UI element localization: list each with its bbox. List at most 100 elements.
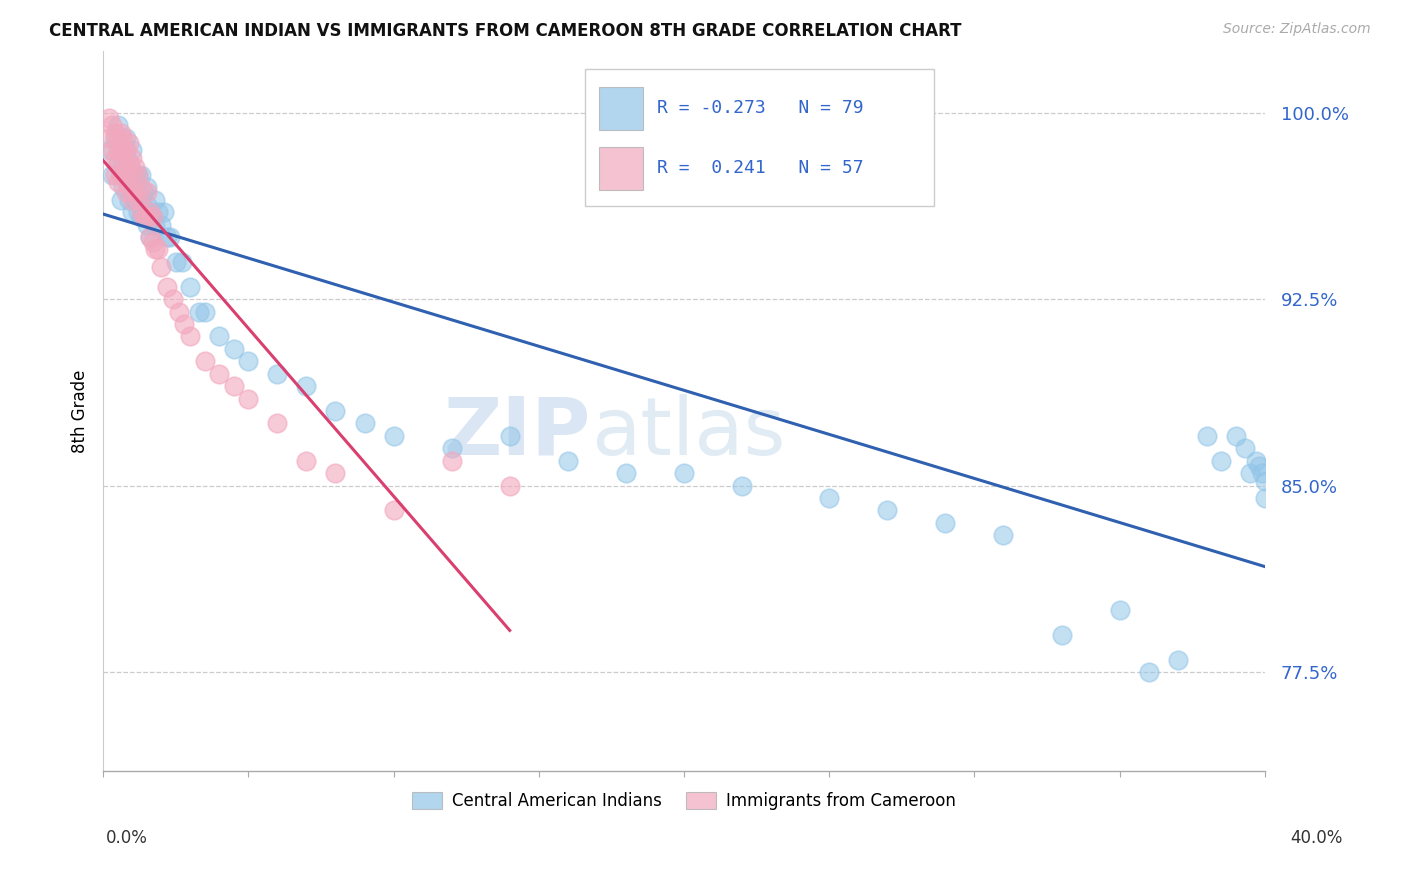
Point xyxy=(132,186,155,200)
Point xyxy=(129,168,152,182)
Point xyxy=(208,367,231,381)
Point xyxy=(1211,454,1233,468)
Point xyxy=(1225,429,1247,443)
Point xyxy=(266,367,288,381)
Y-axis label: 8th Grade: 8th Grade xyxy=(72,369,89,453)
Point xyxy=(115,143,138,157)
Point xyxy=(1254,474,1277,488)
Point xyxy=(440,442,463,456)
Point xyxy=(194,304,217,318)
Point xyxy=(934,516,956,530)
Point xyxy=(97,143,120,157)
Point xyxy=(107,175,129,189)
Point xyxy=(145,218,167,232)
Point xyxy=(101,168,124,182)
Point xyxy=(124,193,146,207)
Point xyxy=(156,279,179,293)
Point xyxy=(101,118,124,132)
Point xyxy=(127,186,149,200)
Point xyxy=(148,205,170,219)
Point xyxy=(208,329,231,343)
Point xyxy=(127,193,149,207)
Point xyxy=(179,279,201,293)
Point xyxy=(150,218,173,232)
FancyBboxPatch shape xyxy=(599,146,644,190)
Point xyxy=(115,161,138,175)
Point xyxy=(121,151,143,165)
Point xyxy=(110,193,132,207)
Point xyxy=(1254,491,1277,505)
Point xyxy=(127,168,149,182)
Point xyxy=(107,118,129,132)
Point xyxy=(124,168,146,182)
Text: ZIP: ZIP xyxy=(444,393,591,472)
Point xyxy=(135,210,157,224)
Point xyxy=(1244,454,1267,468)
Point xyxy=(145,193,167,207)
Point xyxy=(148,243,170,257)
Point xyxy=(156,230,179,244)
Point xyxy=(107,155,129,169)
Point xyxy=(135,186,157,200)
Point xyxy=(118,180,141,194)
Point xyxy=(138,205,160,219)
Point xyxy=(238,354,260,368)
Point xyxy=(97,111,120,125)
Point xyxy=(115,186,138,200)
Point xyxy=(731,478,754,492)
Point xyxy=(188,304,211,318)
Point xyxy=(222,342,245,356)
Point xyxy=(107,130,129,145)
FancyBboxPatch shape xyxy=(585,69,934,206)
Point xyxy=(115,130,138,145)
Point xyxy=(115,168,138,182)
Point xyxy=(325,404,347,418)
Point xyxy=(325,466,347,480)
Point xyxy=(112,180,135,194)
Text: 0.0%: 0.0% xyxy=(105,829,148,847)
Point xyxy=(121,193,143,207)
Point xyxy=(1167,652,1189,666)
Point xyxy=(124,186,146,200)
Point xyxy=(162,292,184,306)
Point xyxy=(112,130,135,145)
Point xyxy=(159,230,181,244)
Point xyxy=(818,491,841,505)
Point xyxy=(129,210,152,224)
Point xyxy=(135,180,157,194)
Point xyxy=(110,168,132,182)
Point xyxy=(440,454,463,468)
Point xyxy=(107,155,129,169)
Point xyxy=(129,205,152,219)
Point xyxy=(112,155,135,169)
Point xyxy=(104,130,127,145)
Point xyxy=(135,218,157,232)
Point xyxy=(238,392,260,406)
Point xyxy=(1233,442,1256,456)
Point xyxy=(118,155,141,169)
Point xyxy=(499,478,522,492)
Point xyxy=(1137,665,1160,679)
Point xyxy=(167,304,190,318)
Point xyxy=(382,429,405,443)
Point xyxy=(353,417,375,431)
Point xyxy=(1247,458,1270,473)
Point xyxy=(138,230,160,244)
Point xyxy=(118,155,141,169)
Text: atlas: atlas xyxy=(591,393,786,472)
Point xyxy=(145,243,167,257)
Point xyxy=(132,210,155,224)
Point xyxy=(173,317,195,331)
Point xyxy=(135,198,157,212)
Point xyxy=(266,417,288,431)
Point xyxy=(127,205,149,219)
FancyBboxPatch shape xyxy=(599,87,644,130)
Point xyxy=(112,143,135,157)
Text: Source: ZipAtlas.com: Source: ZipAtlas.com xyxy=(1223,22,1371,37)
Text: 40.0%: 40.0% xyxy=(1291,829,1343,847)
Point xyxy=(141,235,163,249)
Point xyxy=(127,168,149,182)
Point xyxy=(112,168,135,182)
Point xyxy=(104,168,127,182)
Point xyxy=(170,255,193,269)
